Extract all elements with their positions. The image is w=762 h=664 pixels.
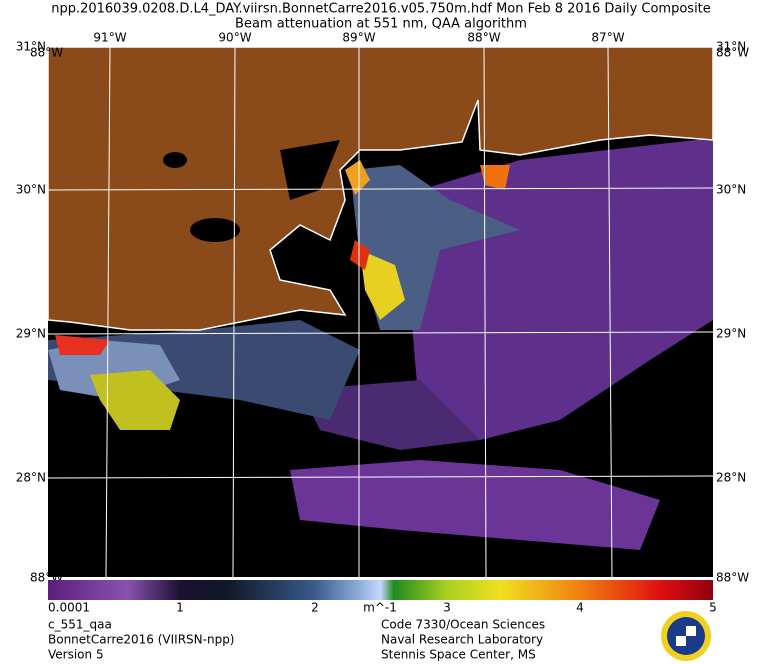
- latitude-label: 31°N: [16, 40, 46, 54]
- corner-label: 88°W: [30, 46, 63, 60]
- footer-text: Version 5: [48, 648, 104, 662]
- colorbar-units: m^-1: [363, 601, 397, 615]
- corner-label: 88°W: [716, 46, 749, 60]
- latitude-label: 29°N: [16, 327, 46, 341]
- longitude-label: 87°W: [591, 31, 624, 45]
- latitude-label: 30°N: [16, 183, 46, 197]
- colorbar: [48, 580, 713, 600]
- latitude-label: 29°N: [716, 327, 746, 341]
- footer-text: Stennis Space Center, MS: [381, 648, 536, 662]
- title-line-2: Beam attenuation at 551 nm, QAA algorith…: [235, 17, 527, 32]
- colorbar-label: 1: [176, 601, 184, 615]
- title-line-1: npp.2016039.0208.D.L4_DAY.viirsn.BonnetC…: [51, 2, 711, 17]
- longitude-label: 90°W: [218, 31, 251, 45]
- footer-text: Naval Research Laboratory: [381, 633, 543, 647]
- latitude-label: 31°N: [716, 40, 746, 54]
- latitude-labels: 31°N 31°N 30°N 30°N 29°N 29°N 28°N 28°N: [16, 40, 747, 485]
- longitude-label: 88°W: [467, 31, 500, 45]
- latitude-label: 28°N: [16, 471, 46, 485]
- longitude-label: 89°W: [342, 31, 375, 45]
- colorbar-label: 3: [443, 601, 451, 615]
- footer-text: BonnetCarre2016 (VIIRSN-npp): [48, 633, 235, 647]
- latitude-label: 28°N: [716, 471, 746, 485]
- map-image: [47, 46, 714, 577]
- colorbar-label: 5: [709, 601, 717, 615]
- colorbar-label: 0.0001: [48, 601, 90, 615]
- colorbar-label: 2: [311, 601, 319, 615]
- corner-label: 88°W: [716, 571, 749, 585]
- graticule: [47, 46, 714, 578]
- colorbar-label: 4: [576, 601, 584, 615]
- footer-text: Code 7330/Ocean Sciences: [381, 618, 545, 632]
- latitude-label: 30°N: [716, 183, 746, 197]
- longitude-label: 91°W: [93, 31, 126, 45]
- colorbar-labels: 0.0001 1 2 3 4 5: [48, 601, 717, 615]
- nrl-logo: [661, 611, 711, 661]
- footer-text: c_551_qaa: [48, 618, 112, 632]
- longitude-labels: 91°W 90°W 89°W 88°W 87°W: [93, 31, 624, 45]
